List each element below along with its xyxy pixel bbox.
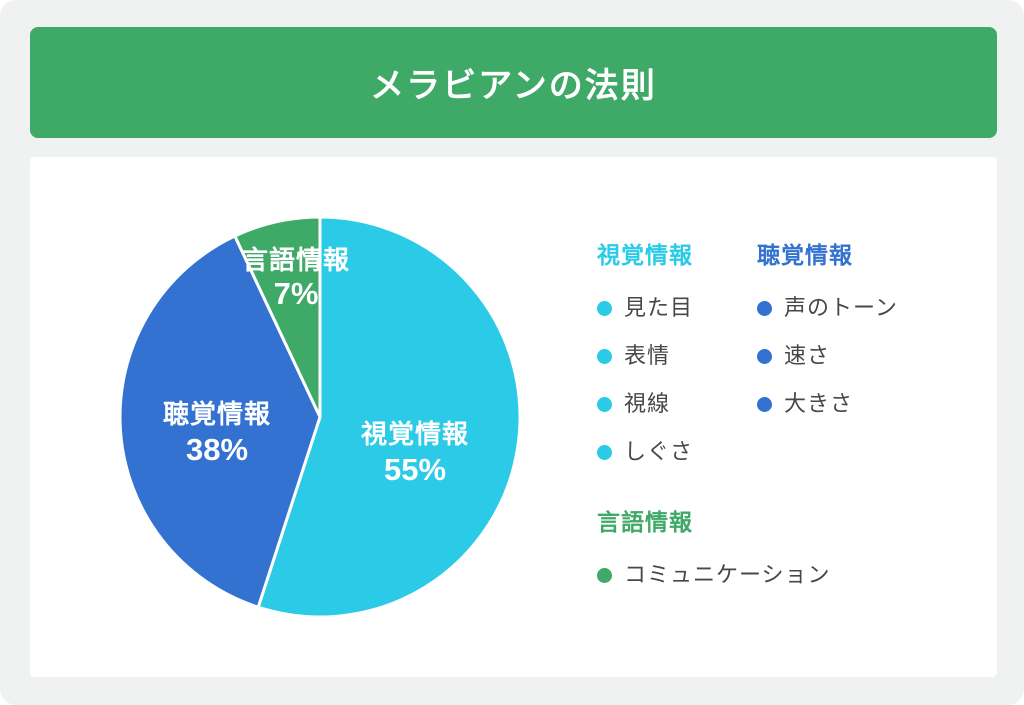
pie-slice-2 — [233, 215, 322, 419]
legend-item: 視線 — [597, 392, 693, 416]
pie-chart — [115, 212, 525, 622]
bullet-icon — [757, 396, 772, 412]
bullet-icon — [757, 348, 772, 364]
legend-item-label: 表情 — [624, 343, 671, 368]
bullet-icon — [597, 396, 612, 412]
legend-item-label: 声のトーン — [784, 295, 898, 320]
legend-item-label: しぐさ — [624, 439, 694, 464]
legend-group-auditory: 聴覚情報 声のトーン 速さ 大きさ — [757, 243, 898, 440]
legend-item: コミュニケーション — [597, 563, 831, 587]
pie-slice-0 — [256, 215, 522, 619]
legend-item: 表情 — [597, 344, 693, 368]
legend-group-language: 言語情報 コミュニケーション — [597, 510, 831, 611]
legend-item: 速さ — [757, 344, 898, 368]
title-banner: メラビアンの法則 — [30, 27, 997, 138]
chart-card: 視覚情報 55% 聴覚情報 38% 言語情報 7% 視覚情報 見た目 表情 視線 — [30, 157, 997, 677]
legend-item-label: 視線 — [624, 391, 671, 416]
legend-item: しぐさ — [597, 440, 693, 464]
legend-item-label: コミュニケーション — [624, 562, 831, 587]
page-title: メラビアンの法則 — [370, 67, 657, 105]
legend-header-language: 言語情報 — [597, 509, 693, 535]
legend-group-visual: 視覚情報 見た目 表情 視線 しぐさ — [597, 243, 693, 488]
legend-item-label: 速さ — [784, 343, 831, 368]
bullet-icon — [597, 567, 612, 583]
legend-item: 大きさ — [757, 392, 898, 416]
bullet-icon — [597, 348, 612, 364]
legend-item: 見た目 — [597, 296, 693, 320]
legend-header-auditory: 聴覚情報 — [757, 242, 853, 268]
bullet-icon — [597, 300, 612, 316]
pie-slice-1 — [118, 234, 322, 609]
legend-item-label: 大きさ — [784, 391, 854, 416]
legend-item-label: 見た目 — [624, 295, 694, 320]
legend-item: 声のトーン — [757, 296, 898, 320]
legend-header-visual: 視覚情報 — [597, 242, 693, 268]
pie-chart-svg — [118, 215, 522, 619]
bullet-icon — [757, 300, 772, 316]
bullet-icon — [597, 444, 612, 460]
